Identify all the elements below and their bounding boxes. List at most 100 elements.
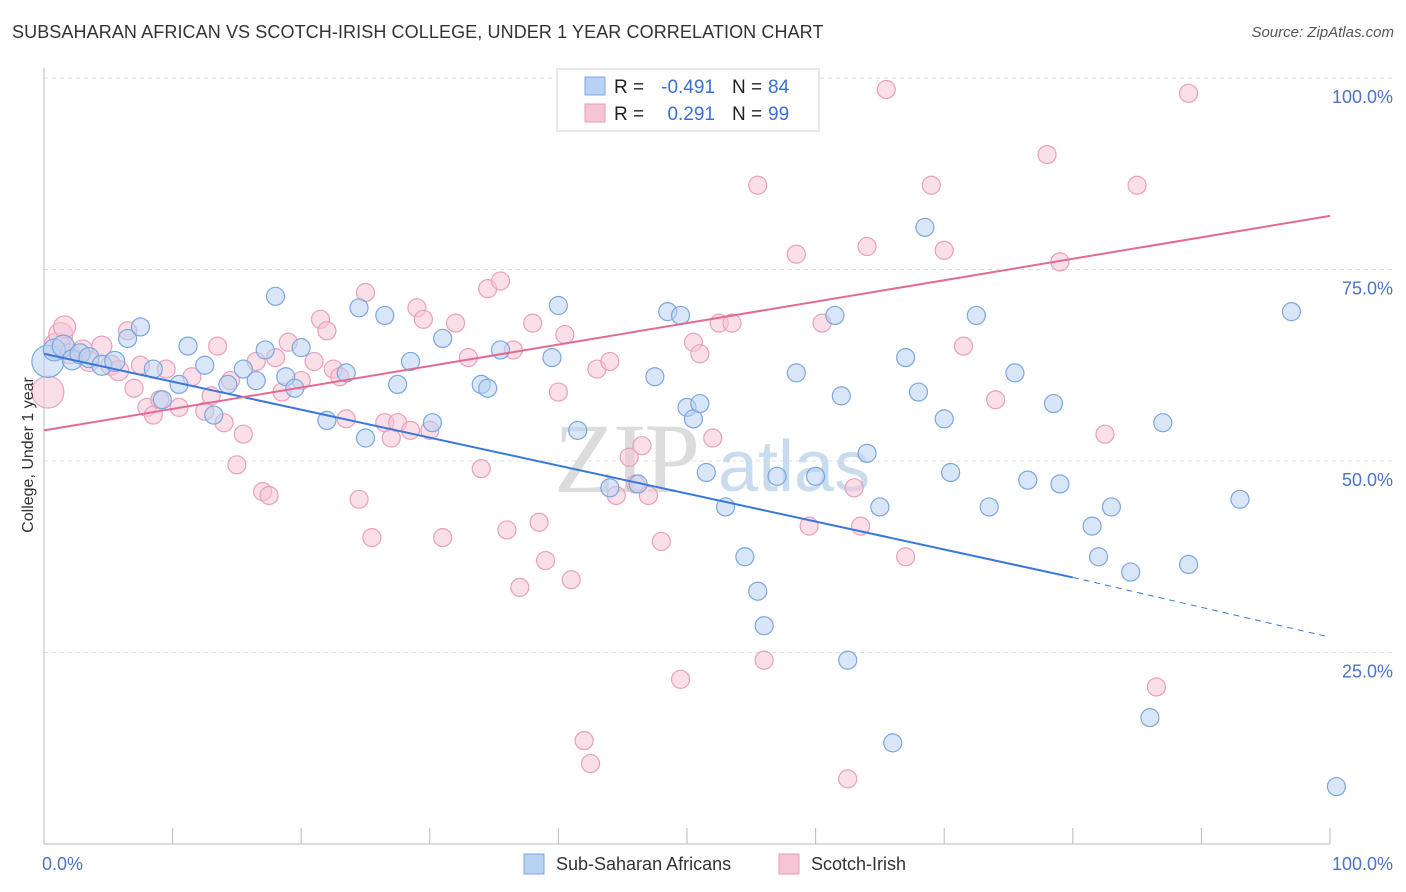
- y-tick-label-100: 100.0%: [1332, 87, 1393, 107]
- bottom-legend-swatch-blue: [523, 853, 545, 875]
- sub-saharan-point-69: [1018, 470, 1038, 490]
- legend-r-value-pink: 0.291: [667, 104, 715, 125]
- scotch-irish-point-39: [349, 489, 369, 509]
- source-label: Source: ZipAtlas.com: [1251, 24, 1394, 41]
- sub-saharan-point-63: [915, 217, 935, 237]
- scotch-irish-point-88: [857, 236, 877, 257]
- sub-saharan-point-67: [979, 497, 999, 517]
- scotch-irish-point-100: [1178, 83, 1199, 103]
- scotch-irish-point-71: [632, 436, 652, 456]
- sub-saharan-point-17: [233, 359, 253, 379]
- scotch-irish-point-92: [934, 240, 954, 260]
- scotch-irish-point-21: [208, 336, 228, 356]
- legend-n-value-blue: 84: [768, 77, 790, 98]
- scotch-irish-point-61: [548, 382, 569, 402]
- legend-swatch-pink: [584, 103, 606, 123]
- x-tick-label-max: 100.0%: [1332, 854, 1393, 874]
- sub-saharan-point-15: [204, 405, 224, 425]
- legend-swatch-blue: [584, 76, 606, 96]
- y-tick-label-25: 25.0%: [1342, 662, 1393, 682]
- sub-saharan-point-47: [696, 462, 716, 483]
- trend-line-scotch-irish: [43, 214, 1331, 432]
- bottom-legend-label-pink: Scotch-Irish: [811, 854, 906, 874]
- sub-saharan-point-64: [934, 409, 954, 429]
- sub-saharan-point-54: [805, 466, 826, 486]
- watermark: ZIP atlas: [554, 403, 870, 514]
- sub-saharan-point-60: [883, 733, 903, 753]
- sub-saharan-point-8: [117, 328, 138, 349]
- x-ticks: [43, 828, 1331, 844]
- chart-title: SUBSAHARAN AFRICAN VS SCOTCH-IRISH COLLE…: [12, 22, 824, 42]
- y-axis-title: College, Under 1 year: [20, 377, 37, 533]
- scotch-irish-point-55: [497, 520, 517, 540]
- scotch-irish-point-80: [748, 175, 768, 195]
- scotch-irish-point-41: [362, 527, 382, 548]
- scotch-irish-point-65: [580, 753, 601, 774]
- scotch-irish-point-59: [529, 512, 549, 532]
- sub-saharan-point-46: [690, 393, 710, 414]
- sub-saharan-point-23: [291, 338, 311, 358]
- legend-n-label-blue: N =: [732, 77, 762, 98]
- sub-saharan-point-16: [218, 374, 238, 394]
- bottom-legend: Sub-Saharan Africans Scotch-Irish: [523, 853, 906, 875]
- scotch-irish-point-74: [670, 669, 691, 689]
- sub-saharan-point-9: [130, 317, 151, 337]
- sub-saharan-point-11: [152, 390, 172, 410]
- y-tick-label-75: 75.0%: [1342, 279, 1393, 299]
- sub-saharan-point-31: [422, 413, 442, 433]
- scotch-irish-point-94: [986, 390, 1006, 410]
- sub-saharan-point-56: [831, 386, 851, 406]
- scotch-irish-point-77: [703, 428, 723, 448]
- watermark-atlas: atlas: [718, 427, 870, 507]
- sub-saharan-point-39: [600, 478, 620, 498]
- bottom-legend-label-blue: Sub-Saharan Africans: [556, 854, 731, 874]
- legend-n-value-pink: 99: [768, 104, 789, 125]
- sub-saharan-point-29: [388, 374, 408, 394]
- sub-saharan-point-78: [1178, 554, 1199, 575]
- scotch-irish-point-86: [844, 478, 864, 498]
- sub-saharan-point-70: [1043, 393, 1064, 414]
- trend-line-sub-saharan-extension: [1072, 576, 1331, 638]
- scotch-irish-point-73: [651, 531, 671, 552]
- scotch-irish-point-45: [400, 420, 421, 440]
- legend-r-label-blue: R =: [614, 77, 644, 98]
- sub-saharan-point-43: [670, 305, 691, 326]
- sub-saharan-point-51: [754, 616, 774, 636]
- sub-saharan-point-73: [1088, 547, 1109, 567]
- sub-saharan-point-68: [1005, 363, 1025, 383]
- y-tick-labels: 25.0% 50.0% 75.0% 100.0%: [1332, 87, 1393, 682]
- scotch-irish-point-93: [953, 336, 974, 356]
- scotch-irish-point-69: [619, 447, 639, 467]
- scotch-irish-point-79: [722, 313, 742, 333]
- scotch-irish-point-95: [1037, 145, 1057, 165]
- scotch-irish-point-98: [1127, 175, 1147, 195]
- sub-saharan-point-38: [568, 420, 588, 440]
- scotch-irish-point-89: [876, 79, 896, 100]
- sub-saharan-point-75: [1121, 562, 1141, 582]
- sub-saharan-point-79: [1230, 489, 1250, 509]
- sub-saharan-point-34: [478, 378, 498, 398]
- sub-saharan-point-52: [767, 466, 787, 486]
- sub-saharan-point-50: [748, 581, 768, 601]
- sub-saharan-point-30: [400, 351, 421, 372]
- sub-saharan-point-18: [246, 370, 266, 391]
- scotch-irish-point-57: [510, 577, 530, 597]
- sub-saharan-point-27: [355, 428, 376, 448]
- sub-saharan-point-32: [433, 328, 453, 349]
- scotch-irish-point-11: [124, 378, 144, 398]
- series-sub-saharan-africans: [31, 217, 1347, 797]
- scotch-irish-point-52: [471, 459, 491, 479]
- scotch-irish-point-35: [317, 321, 337, 341]
- scotch-irish-point-67: [600, 351, 620, 372]
- sub-saharan-point-72: [1082, 516, 1102, 536]
- sub-saharan-point-37: [548, 295, 569, 316]
- sub-saharan-point-7: [104, 350, 126, 373]
- scotch-irish-point-28: [259, 485, 279, 506]
- sub-saharan-point-66: [966, 305, 986, 326]
- sub-saharan-point-59: [870, 497, 890, 517]
- sub-saharan-point-76: [1140, 708, 1160, 728]
- sub-saharan-point-62: [908, 382, 929, 402]
- scotch-irish-point-58: [523, 313, 543, 333]
- scotch-irish-point-25: [233, 424, 253, 444]
